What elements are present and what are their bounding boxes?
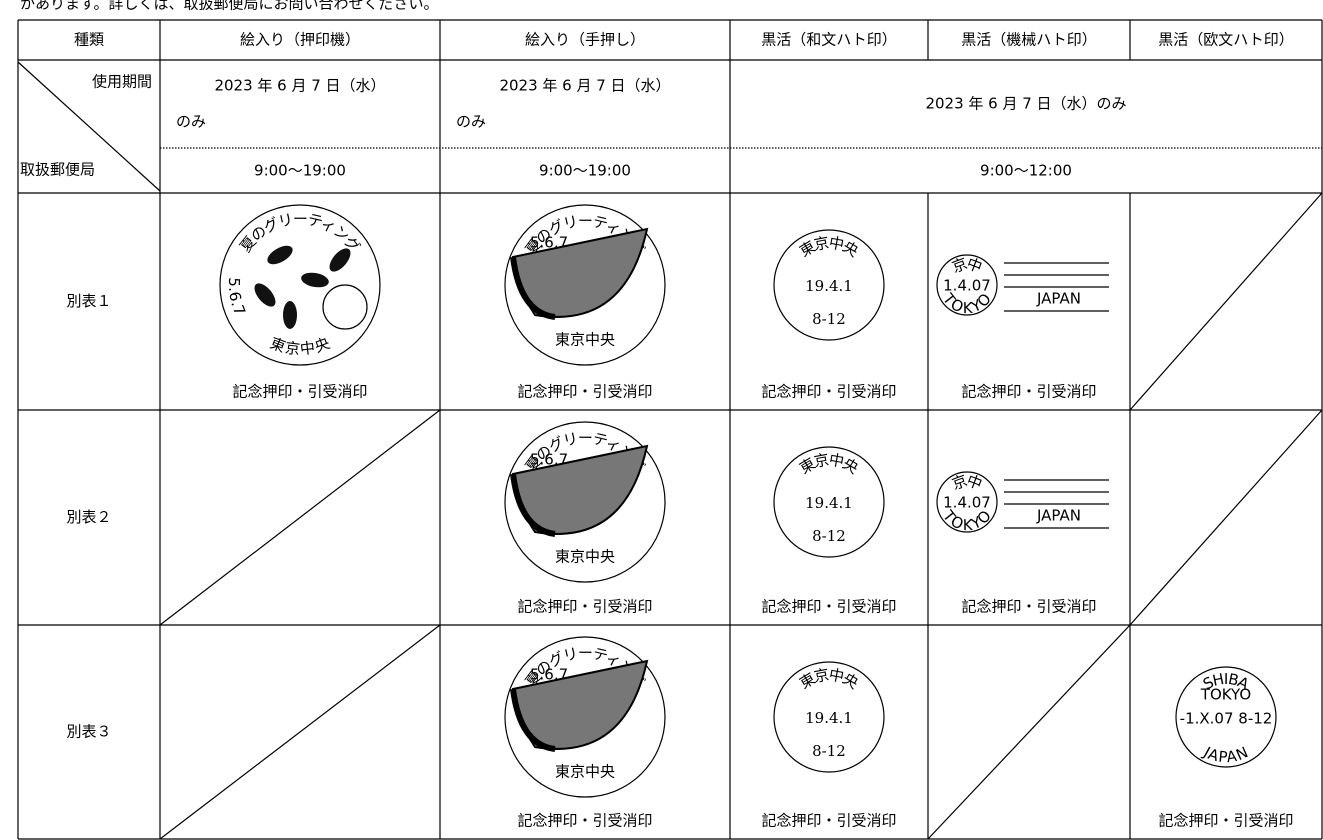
stamp-time: 8-12	[812, 310, 846, 328]
cell-caption: 記念押印・引受消印	[517, 383, 652, 401]
hours-text: 9:00〜19:00	[539, 162, 631, 180]
cell-caption: 記念押印・引受消印	[517, 812, 652, 830]
row-label: 別表３	[66, 723, 111, 741]
stamp-title: 夏のグリーティング	[236, 209, 364, 255]
rule	[159, 409, 441, 626]
stamp-title-path: 夏のグリーティング	[236, 209, 364, 255]
stamp-office: SHIBA	[1200, 669, 1253, 693]
stamp-office-path: 東京中央	[796, 450, 862, 477]
stamp-date: 19.4.1	[805, 277, 853, 295]
corner-top: 使用期間	[92, 73, 152, 91]
row-label: 別表１	[66, 292, 111, 310]
period-text: 2023 年 6 月 7 日（水）	[499, 77, 670, 95]
stamp-office: 東京中央	[268, 334, 332, 358]
rule	[159, 624, 441, 840]
stamp-office: 東京中央	[796, 665, 862, 692]
period-text: のみ	[456, 113, 486, 131]
stamp-ring	[504, 421, 666, 583]
cell-caption: 記念押印・引受消印	[1158, 812, 1293, 830]
row-label: 別表２	[66, 508, 111, 526]
stamp-office: 東京中央	[555, 763, 615, 781]
stamp-ring	[773, 661, 885, 773]
fish	[254, 283, 276, 307]
rind	[510, 473, 556, 537]
stamp-ring	[219, 204, 381, 366]
stamp-city: TOKYO	[1200, 686, 1251, 704]
rule	[927, 624, 1131, 840]
stamp-date-path: 5.6.7	[225, 277, 249, 318]
stamp-ring	[936, 254, 998, 316]
stamp-office: 東京中央	[796, 233, 862, 260]
column-header: 種類	[74, 31, 104, 49]
stamp-time: 8-12	[812, 527, 846, 545]
stamp-ring	[773, 446, 885, 558]
stamp-country-path: JAPAN	[1200, 742, 1251, 765]
stamp-date: 5.6.7	[225, 277, 249, 318]
fish	[267, 245, 293, 265]
cell-caption: 記念押印・引受消印	[517, 598, 652, 616]
rind	[510, 688, 556, 752]
cell-caption: 記念押印・引受消印	[232, 383, 367, 401]
stamp-time: 8-12	[812, 742, 846, 760]
stamp-office: 東京中央	[796, 450, 862, 477]
stamp-ring	[1175, 666, 1277, 768]
stamp-office: 東京中央	[555, 548, 615, 566]
cell-caption: 記念押印・引受消印	[961, 383, 1096, 401]
fish	[329, 248, 351, 272]
hours-text: 9:00〜19:00	[254, 162, 346, 180]
rind	[510, 256, 556, 320]
stamp-ring	[504, 636, 666, 798]
bubble-net	[322, 284, 368, 330]
stamp-date: 19.4.1	[805, 494, 853, 512]
cell-caption: 記念押印・引受消印	[761, 812, 896, 830]
stamp-ring	[936, 471, 998, 533]
period-text: のみ	[176, 113, 206, 131]
rule	[17, 61, 161, 192]
stamp-date: 1.4.07	[943, 494, 991, 512]
fish	[301, 272, 329, 288]
stamp-country: JAPAN	[1200, 742, 1251, 765]
corner-bottom: 取扱郵便局	[20, 161, 95, 179]
period-text: 2023 年 6 月 7 日（水）	[214, 77, 385, 95]
hours-text: 9:00〜12:00	[980, 162, 1072, 180]
cell-caption: 記念押印・引受消印	[761, 598, 896, 616]
stamp-ring	[504, 204, 666, 366]
rule	[1129, 409, 1323, 626]
stamp-ring	[773, 229, 885, 341]
rule	[1129, 192, 1323, 411]
cell-caption: 記念押印・引受消印	[961, 598, 1096, 616]
stamp-office-path: 東京中央	[268, 334, 332, 358]
column-header: 絵入り（押印機）	[240, 31, 360, 49]
intro-text: かあります。詳しくは、取扱郵便局にお問い合わせください。	[20, 0, 439, 13]
stamp-date: -1.X.07 8-12	[1180, 710, 1273, 728]
column-header: 絵入り（手押し）	[525, 31, 645, 49]
stamp-date: 19.4.1	[805, 709, 853, 727]
stamp-country: JAPAN	[1036, 290, 1081, 308]
stamp-date: 1.4.07	[943, 277, 991, 295]
period-text: 2023 年 6 月 7 日（水）のみ	[925, 95, 1126, 113]
column-header: 黒活（和文ハト印）	[761, 31, 896, 49]
stamp-office-path: 東京中央	[796, 665, 862, 692]
column-header: 黒活（機械ハト印）	[961, 31, 1096, 49]
cell-caption: 記念押印・引受消印	[761, 383, 896, 401]
stamp-country: JAPAN	[1036, 507, 1081, 525]
stamp-office-path: 東京中央	[796, 233, 862, 260]
fish	[283, 301, 297, 329]
column-header: 黒活（欧文ハト印）	[1158, 31, 1293, 49]
stamp-office-path: SHIBA	[1200, 669, 1253, 693]
stamp-office: 東京中央	[555, 331, 615, 349]
